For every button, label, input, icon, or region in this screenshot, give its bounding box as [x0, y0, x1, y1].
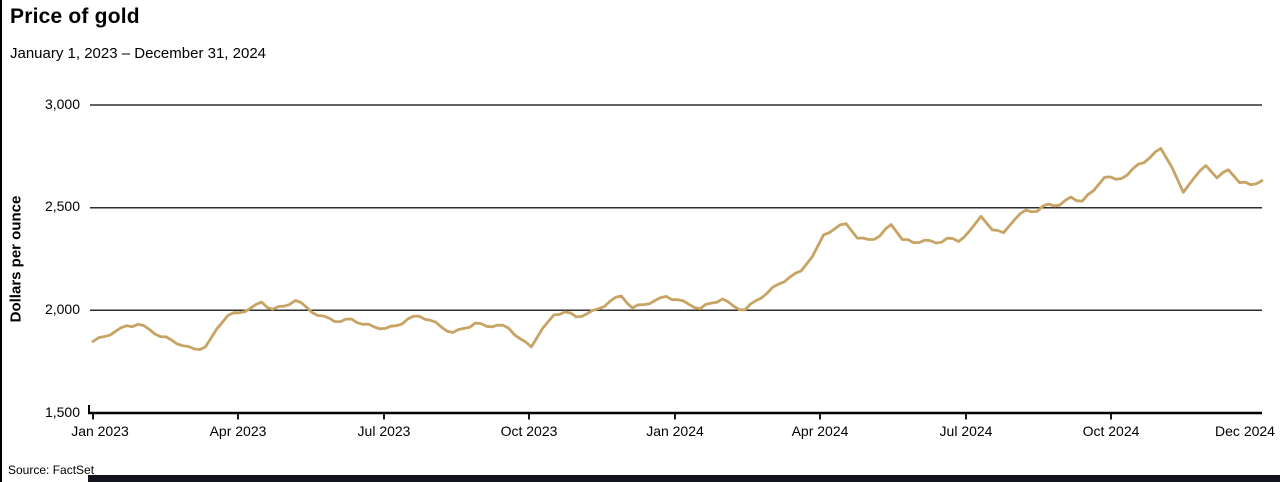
- y-tick-1500: 1,500: [44, 404, 80, 420]
- x-tick-apr-2024: Apr 2024: [791, 423, 849, 439]
- source-note: Source: FactSet: [8, 463, 95, 477]
- bottom-bar: [88, 475, 1280, 482]
- x-tick-oct-2023: Oct 2023: [500, 423, 558, 439]
- x-tick-apr-2023: Apr 2023: [209, 423, 267, 439]
- y-tick-3000: 3,000: [44, 96, 80, 112]
- x-tick-jan-2023: Jan 2023: [71, 423, 129, 439]
- chart-title: Price of gold: [10, 5, 140, 28]
- left-border: [0, 0, 2, 482]
- x-tick-jul-2024: Jul 2024: [939, 423, 993, 439]
- gold-price-line: [91, 147, 1264, 352]
- x-tick-jul-2023: Jul 2023: [357, 423, 411, 439]
- x-tick-dec-2024: Dec 2024: [1215, 423, 1275, 439]
- y-tick-2000: 2,000: [44, 301, 80, 317]
- x-tick-jan-2024: Jan 2024: [646, 423, 704, 439]
- y-tick-2500: 2,500: [44, 198, 80, 214]
- chart-subtitle: January 1, 2023 – December 31, 2024: [10, 45, 267, 62]
- x-tick-oct-2024: Oct 2024: [1082, 423, 1140, 439]
